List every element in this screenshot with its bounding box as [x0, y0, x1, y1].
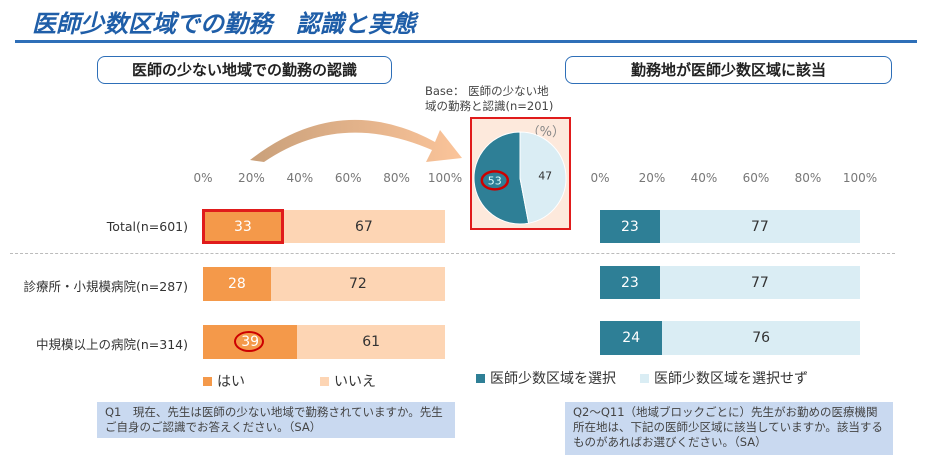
tick-label: 0%: [193, 171, 213, 185]
tick-label: 100%: [427, 171, 463, 185]
tick-label: 60%: [334, 171, 362, 185]
tick-label: 20%: [638, 171, 666, 185]
bar-segment: 24: [600, 321, 663, 355]
legend-no: いいえ: [320, 371, 376, 391]
question-note-left: Q1 現在、先生は医師の少ない地域で勤務されていますか。先生ご自身のご認識でお答…: [97, 402, 455, 438]
row-label: Total(n=601): [106, 219, 188, 234]
page-title: 医師少数区域での勤務 認識と実態: [32, 10, 416, 38]
pie-panel: （%） 53 47: [470, 117, 571, 230]
tick-label: 60%: [742, 171, 770, 185]
tick-label: 20%: [238, 171, 265, 185]
right-subtitle: 勤務地が医師少数区域に該当: [565, 56, 892, 84]
tick-label: 100%: [842, 171, 878, 185]
bar-segment: 67: [282, 210, 445, 243]
bar-row: 28 72: [203, 267, 445, 301]
row-label: 中規模以上の病院(n=314): [35, 337, 188, 352]
bar-segment: 77: [659, 210, 860, 243]
question-note-right: Q2～Q11（地域ブロックごとに）先生がお勤めの医療機関所在地は、下記の医師少区…: [565, 402, 893, 455]
highlight-ellipse: [234, 331, 264, 352]
bar-segment: 33: [203, 210, 283, 243]
bar-row: 23 77: [600, 210, 860, 243]
pie-chart: 53 47: [473, 131, 567, 225]
divider: [10, 253, 895, 254]
legend-yes: はい: [203, 371, 245, 391]
pie-slice: [519, 131, 567, 224]
bar-row: 23 77: [600, 266, 860, 299]
bar-segment: 77: [659, 266, 860, 299]
tick-label: 40%: [286, 171, 314, 185]
bar-segment: 23: [600, 266, 660, 299]
tick-label: 80%: [794, 171, 822, 185]
legend-not-area: 医師少数区域を選択せず: [640, 368, 808, 388]
legend-in-area: 医師少数区域を選択: [476, 368, 616, 388]
arrow-icon: [250, 119, 462, 162]
title-rule: [15, 40, 917, 43]
bar-segment: 61: [297, 325, 445, 359]
bar-segment: 72: [270, 267, 445, 301]
pie-label: 47: [538, 170, 552, 183]
row-label: 診療所・小規模病院(n=287): [23, 279, 188, 294]
pie-slice: [473, 131, 530, 225]
highlight-ellipse: [480, 170, 510, 191]
bar-segment: 76: [662, 321, 860, 355]
left-subtitle: 医師の少ない地域での勤務の認識: [97, 56, 392, 84]
tick-label: 40%: [690, 171, 718, 185]
highlight-box: [202, 209, 284, 244]
bar-segment: 28: [203, 267, 271, 301]
bar-row: 33 67: [203, 210, 445, 243]
tick-label: 80%: [383, 171, 410, 185]
bar-segment: 23: [600, 210, 660, 243]
pie-base-line1: Base： 医師の少ない地: [425, 84, 549, 98]
bar-row: 24 76: [600, 321, 860, 355]
pie-base-line2: 域の勤務と認識(n=201): [425, 99, 554, 113]
tick-label: 0%: [590, 171, 610, 185]
pie-label: 53: [488, 174, 502, 187]
